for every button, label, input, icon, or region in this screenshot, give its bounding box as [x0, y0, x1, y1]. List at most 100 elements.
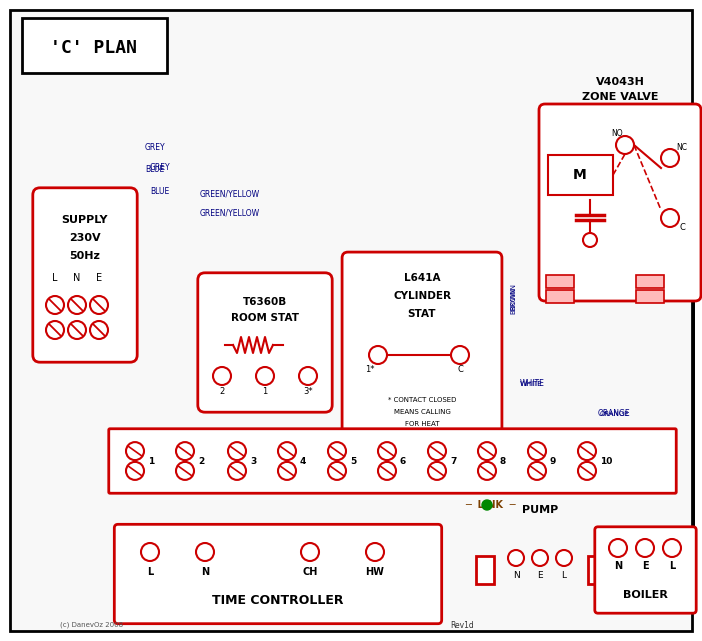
Circle shape [556, 550, 572, 566]
FancyBboxPatch shape [198, 273, 332, 412]
Text: 1*: 1* [365, 365, 375, 374]
Text: STAT: STAT [408, 309, 436, 319]
Circle shape [213, 367, 231, 385]
Text: E: E [96, 273, 102, 283]
Circle shape [256, 367, 274, 385]
Circle shape [616, 136, 634, 154]
Text: 8: 8 [500, 456, 506, 465]
Text: 1: 1 [148, 456, 154, 465]
Text: 3*: 3* [303, 388, 313, 397]
Text: 1: 1 [263, 388, 267, 397]
Text: 9: 9 [550, 456, 557, 465]
Text: 2: 2 [219, 388, 225, 397]
Circle shape [90, 296, 108, 314]
Circle shape [126, 442, 144, 460]
FancyBboxPatch shape [595, 527, 696, 613]
Circle shape [328, 462, 346, 480]
Circle shape [378, 442, 396, 460]
Text: HW: HW [366, 567, 385, 577]
Circle shape [488, 518, 592, 622]
Text: ZONE VALVE: ZONE VALVE [582, 92, 658, 102]
FancyBboxPatch shape [548, 155, 613, 195]
Text: 230V: 230V [69, 233, 101, 243]
Circle shape [141, 543, 159, 561]
Text: ROOM STAT: ROOM STAT [231, 313, 299, 323]
Text: (c) DanevOz 2008: (c) DanevOz 2008 [60, 622, 123, 628]
Circle shape [278, 442, 296, 460]
Text: C: C [457, 365, 463, 374]
Text: N: N [614, 561, 622, 571]
Text: 3: 3 [250, 456, 256, 465]
Bar [546, 275, 574, 288]
FancyBboxPatch shape [33, 188, 137, 362]
FancyBboxPatch shape [539, 104, 701, 301]
FancyBboxPatch shape [342, 252, 502, 464]
Circle shape [508, 550, 524, 566]
Circle shape [661, 209, 679, 227]
Circle shape [578, 442, 596, 460]
Text: NO: NO [611, 128, 623, 138]
Text: L: L [147, 567, 153, 577]
Bar [476, 556, 494, 584]
Text: WHITE: WHITE [520, 381, 543, 387]
Circle shape [428, 442, 446, 460]
Circle shape [299, 367, 317, 385]
Text: L641A: L641A [404, 273, 440, 283]
Circle shape [451, 346, 469, 364]
Circle shape [528, 462, 546, 480]
Circle shape [228, 462, 246, 480]
Text: BROWN: BROWN [510, 283, 516, 310]
Text: WHITE: WHITE [520, 378, 545, 388]
Circle shape [478, 462, 496, 480]
Text: CYLINDER: CYLINDER [393, 291, 451, 301]
Text: L: L [52, 273, 58, 283]
Text: 2: 2 [198, 456, 204, 465]
Text: L: L [562, 572, 567, 581]
Text: ORANGE: ORANGE [600, 411, 630, 417]
Circle shape [478, 442, 496, 460]
Circle shape [583, 233, 597, 247]
Text: 10: 10 [600, 456, 612, 465]
Text: * CONTACT CLOSED: * CONTACT CLOSED [388, 397, 456, 403]
Text: TIME CONTROLLER: TIME CONTROLLER [212, 594, 344, 606]
Text: C: C [679, 224, 685, 233]
Circle shape [369, 346, 387, 364]
Circle shape [578, 462, 596, 480]
Circle shape [176, 442, 194, 460]
Text: 7: 7 [450, 456, 456, 465]
Text: 50Hz: 50Hz [69, 251, 100, 261]
Text: BROWN: BROWN [510, 287, 516, 313]
Text: FOR HEAT: FOR HEAT [405, 421, 439, 427]
Bar [546, 290, 574, 303]
Circle shape [428, 462, 446, 480]
Circle shape [636, 539, 654, 557]
Text: 5: 5 [350, 456, 356, 465]
Circle shape [126, 462, 144, 480]
Text: 'C' PLAN: 'C' PLAN [51, 39, 138, 57]
Circle shape [661, 149, 679, 167]
Circle shape [609, 539, 627, 557]
Text: GREEN/YELLOW: GREEN/YELLOW [200, 208, 260, 217]
Text: BLUE: BLUE [145, 165, 164, 174]
Text: SUPPLY: SUPPLY [62, 215, 108, 225]
Text: BLUE: BLUE [150, 187, 169, 196]
Circle shape [500, 530, 580, 610]
Circle shape [482, 500, 492, 510]
Text: GREY: GREY [145, 142, 166, 151]
Circle shape [228, 442, 246, 460]
Text: M: M [573, 168, 587, 182]
Text: L: L [669, 561, 675, 571]
Circle shape [532, 550, 548, 566]
Text: CH: CH [303, 567, 318, 577]
Text: GREY: GREY [150, 163, 171, 172]
Text: ORANGE: ORANGE [598, 408, 630, 417]
FancyBboxPatch shape [109, 429, 676, 493]
Text: V4043H: V4043H [595, 77, 644, 87]
Text: NC: NC [677, 144, 687, 153]
FancyBboxPatch shape [114, 524, 442, 624]
Circle shape [528, 442, 546, 460]
Text: 4: 4 [300, 456, 306, 465]
Circle shape [663, 539, 681, 557]
Circle shape [366, 543, 384, 561]
FancyBboxPatch shape [22, 18, 167, 73]
